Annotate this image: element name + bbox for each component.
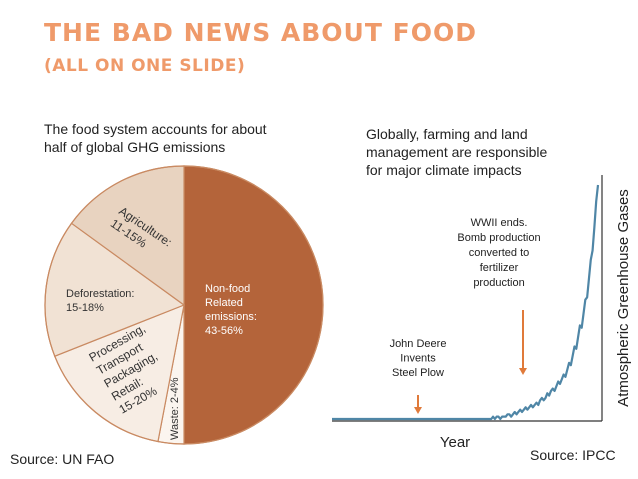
line-caption-line: management are responsible	[366, 144, 548, 160]
line-annotation-label: John Deere Invents Steel Plow	[390, 338, 447, 379]
line-caption-line: Globally, farming and land	[366, 126, 528, 142]
annotation-arrow	[414, 395, 422, 414]
line-caption-line: for major climate impacts	[366, 162, 522, 178]
line-annotation-label: WWII ends. Bomb production converted to fer…	[457, 217, 540, 289]
ghg-series-line	[332, 184, 600, 421]
slide-subtitle: (ALL ON ONE SLIDE)	[44, 56, 246, 76]
pie-slice-label: Waste: 2-4%	[169, 377, 181, 440]
slide-title: THE BAD NEWS ABOUT FOOD	[44, 18, 477, 47]
pie-caption-line: half of global GHG emissions	[44, 139, 226, 155]
pie-caption-line: The food system accounts for about	[44, 121, 267, 137]
y-axis-label: Atmospheric Greenhouse Gases	[615, 189, 632, 407]
x-axis-label: Year	[440, 434, 470, 451]
pie-outline	[44, 165, 324, 445]
line-source: Source: IPCC	[530, 447, 616, 463]
pie-slice-label: Processing,TransportPackaging,Retail:15-…	[87, 321, 178, 416]
pie-slice-label: Non-food Related emissions: 43-56%	[205, 283, 257, 337]
pie-slice-label: Deforestation: 15-18%	[66, 288, 134, 314]
pie-source: Source: UN FAO	[10, 451, 115, 467]
line-caption: Globally, farming and land management ar…	[366, 125, 547, 179]
pie-caption: The food system accounts for about half …	[44, 120, 267, 156]
annotation-arrow	[519, 310, 527, 375]
